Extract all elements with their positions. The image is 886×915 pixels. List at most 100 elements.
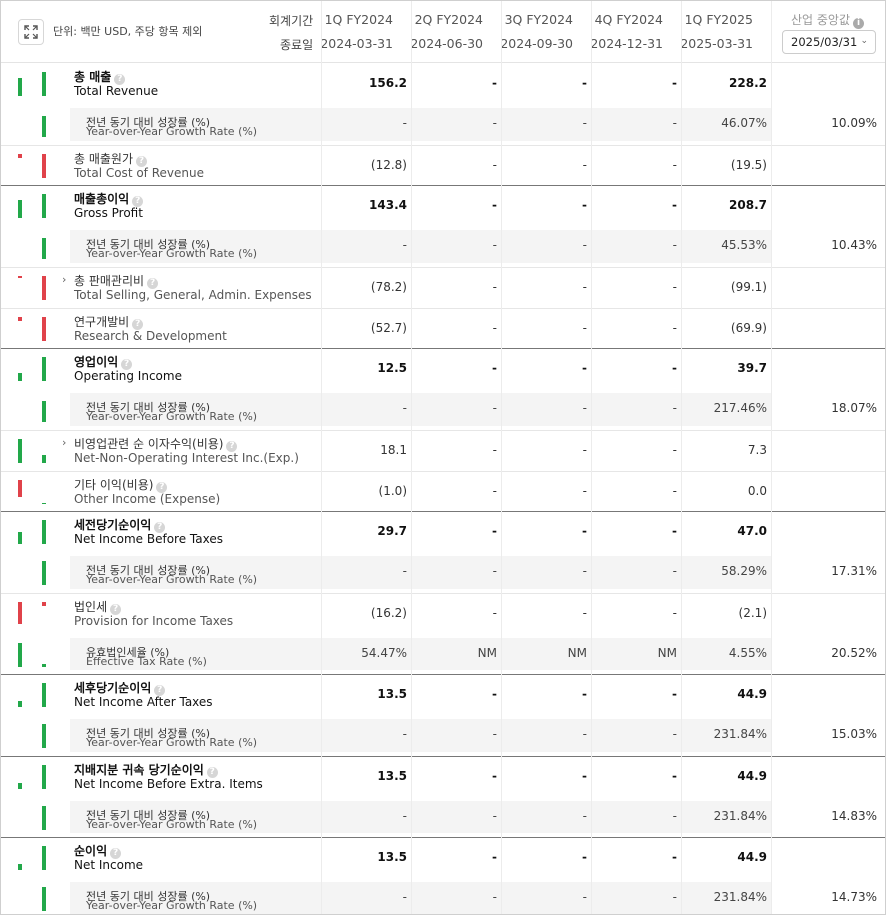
cell-value: -: [402, 727, 407, 741]
industry-median-value: 20.52%: [831, 645, 877, 660]
trend-bar: [42, 887, 46, 911]
period-date: 2024-09-30: [500, 36, 573, 51]
trend-bar: [18, 642, 22, 667]
period-label: 3Q FY2024: [504, 12, 573, 27]
metric-name-ko: 세전당기순이익?: [74, 516, 166, 534]
metric-name-en: Total Revenue: [74, 84, 159, 98]
help-icon[interactable]: ?: [110, 603, 122, 615]
cell-value: -: [672, 157, 677, 172]
cell-value: -: [582, 157, 587, 172]
unit-label: 단위: 백만 USD, 주당 항목 제외: [53, 25, 203, 38]
expand-icon: [24, 25, 38, 39]
metric-name-ko: 전년 동기 대비 성장률 (%): [86, 401, 211, 414]
cell-value: 44.9: [737, 768, 767, 783]
cell-value: -: [672, 115, 677, 130]
metric-name-en: Other Income (Expense): [74, 491, 221, 506]
expand-button[interactable]: [18, 19, 44, 45]
help-icon[interactable]: ?: [132, 196, 144, 208]
help-icon[interactable]: ?: [226, 440, 238, 452]
trend-bar: [18, 275, 22, 278]
metric-label: 총 매출: [74, 70, 112, 84]
trend-bar: [18, 200, 22, 219]
cell-value: -: [492, 198, 497, 213]
cell-value: -: [492, 605, 497, 620]
cell-value: -: [492, 564, 497, 578]
sub-row-background: [70, 719, 772, 752]
metric-name-ko: 영업이익?: [74, 353, 133, 371]
cell-value: (19.5): [730, 157, 767, 172]
info-icon[interactable]: i: [853, 18, 865, 29]
cell-value: 231.84%: [713, 890, 767, 904]
cell-value: -: [672, 401, 677, 415]
cell-value: -: [672, 524, 677, 539]
cell-value: 47.0: [737, 524, 767, 539]
help-icon[interactable]: ?: [154, 685, 166, 697]
chevron-right-icon[interactable]: ›: [62, 272, 67, 286]
sub-row: 유효법인세율 (%) Effective Tax Rate (%) 54.47% NM…: [1, 634, 885, 675]
metric-label: 총 판매관리비: [74, 273, 145, 288]
row-divider: [1, 267, 885, 268]
trend-bar: [42, 601, 46, 606]
date-select[interactable]: 2025/03/31 ⌄: [782, 30, 876, 54]
cell-value: NM: [567, 645, 587, 660]
metric-name-ko: 전년 동기 대비 성장률 (%): [86, 727, 211, 740]
industry-median-value: 18.07%: [831, 401, 877, 415]
trend-bar: [42, 454, 46, 463]
metric-name-en: Total Selling, General, Admin. Expenses: [74, 287, 312, 302]
cell-value: -: [672, 768, 677, 783]
row-divider: [1, 348, 885, 349]
metric-name-ko: 전년 동기 대비 성장률 (%): [86, 890, 211, 903]
cell-value: 228.2: [729, 76, 767, 90]
cell-value: -: [492, 401, 497, 415]
cell-value: -: [492, 808, 497, 823]
trend-bar: [18, 373, 22, 382]
cell-value: -: [492, 238, 497, 252]
period-date: 2025-03-31: [680, 36, 753, 51]
metric-name-ko: 총 판매관리비?: [74, 272, 159, 289]
metric-name-en: Operating Income: [74, 369, 182, 384]
help-icon[interactable]: ?: [156, 481, 168, 493]
help-icon[interactable]: ?: [206, 766, 218, 778]
trend-bar: [18, 864, 22, 871]
industry-median-value: 10.43%: [831, 238, 877, 252]
cell-value: -: [402, 890, 407, 904]
sub-row: 전년 동기 대비 성장률 (%) Year-over-Year Growth Ra…: [1, 552, 885, 593]
cell-value: 46.07%: [721, 115, 767, 130]
help-icon[interactable]: ?: [147, 277, 159, 289]
period-column-header: 3Q FY2024 2024-09-30: [497, 1, 587, 61]
metric-label: 순이익: [74, 844, 108, 859]
help-icon[interactable]: ?: [154, 522, 166, 534]
metric-name-en: Year-over-Year Growth Rate (%): [86, 899, 258, 912]
period-date: 2024-03-31: [320, 36, 393, 51]
sub-row: 전년 동기 대비 성장률 (%) Year-over-Year Growth Ra…: [1, 226, 885, 267]
help-icon[interactable]: ?: [132, 318, 144, 330]
help-icon[interactable]: ?: [110, 848, 122, 860]
cell-value: (12.8): [370, 157, 407, 172]
help-icon[interactable]: ?: [114, 74, 126, 85]
period-column-header: 4Q FY2024 2024-12-31: [587, 1, 677, 61]
metric-name-ko: 비영업관련 순 이자수익(비용)?: [74, 435, 238, 452]
cell-value: 13.5: [377, 687, 407, 702]
help-icon[interactable]: ?: [121, 359, 133, 371]
metric-name-en: Year-over-Year Growth Rate (%): [86, 573, 258, 586]
trend-bar: [42, 502, 46, 504]
cell-value: -: [672, 238, 677, 252]
sub-row: 전년 동기 대비 성장률 (%) Year-over-Year Growth Ra…: [1, 715, 885, 756]
row-divider: [1, 756, 885, 757]
metric-name-ko: 연구개발비?: [74, 313, 144, 330]
metric-name-en: Net Income After Taxes: [74, 695, 213, 710]
table-row: 연구개발비? Research & Development (52.7) - - - (69…: [1, 308, 885, 349]
trend-bar: [18, 316, 22, 321]
chevron-right-icon[interactable]: ›: [62, 435, 67, 449]
trend-bar: [18, 601, 22, 624]
cell-value: -: [492, 850, 497, 865]
period-column-header: 2Q FY2024 2024-06-30: [407, 1, 497, 61]
metric-label: 법인세: [74, 599, 108, 614]
cell-value: (78.2): [370, 279, 407, 294]
cell-value: -: [582, 564, 587, 578]
table-row: 총 매출원가? Total Cost of Revenue (12.8) - - - (19…: [1, 145, 885, 186]
metric-label: 기타 이익(비용): [74, 477, 154, 492]
table-header: 단위: 백만 USD, 주당 항목 제외 회계기간 종료일 1Q FY2024 2…: [1, 1, 885, 63]
help-icon[interactable]: ?: [136, 155, 148, 167]
trend-bar: [18, 153, 22, 158]
